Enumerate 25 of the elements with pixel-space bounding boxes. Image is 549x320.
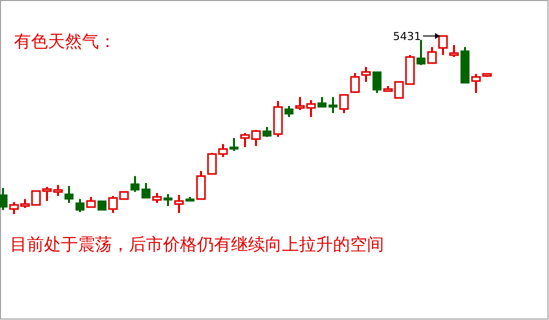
candlestick	[318, 96, 326, 108]
candlestick	[350, 72, 360, 94]
candlestick	[174, 194, 184, 214]
candlestick	[76, 198, 84, 214]
candlestick	[230, 136, 238, 152]
text: 目前处于震荡，后市价格仍有继续向上拉升的空间	[10, 235, 384, 255]
candlestick	[142, 182, 150, 199]
candlestick	[284, 104, 294, 118]
candlestick	[130, 175, 140, 193]
candlestick	[427, 46, 437, 64]
candlestick	[98, 200, 106, 211]
candlestick	[449, 44, 459, 58]
candlestick	[164, 193, 172, 207]
annotation: 5431	[393, 30, 421, 43]
candlestick	[361, 66, 371, 83]
candlestick	[86, 196, 96, 208]
candlestick	[196, 170, 206, 200]
candlestick	[152, 192, 162, 204]
chart-title: 有色天然气：	[14, 32, 116, 52]
candlestick	[339, 94, 349, 114]
candlestick	[372, 70, 382, 94]
candlestick	[328, 96, 338, 114]
candlestick	[416, 38, 426, 66]
candlestick	[262, 126, 272, 138]
candlestick	[64, 185, 74, 204]
